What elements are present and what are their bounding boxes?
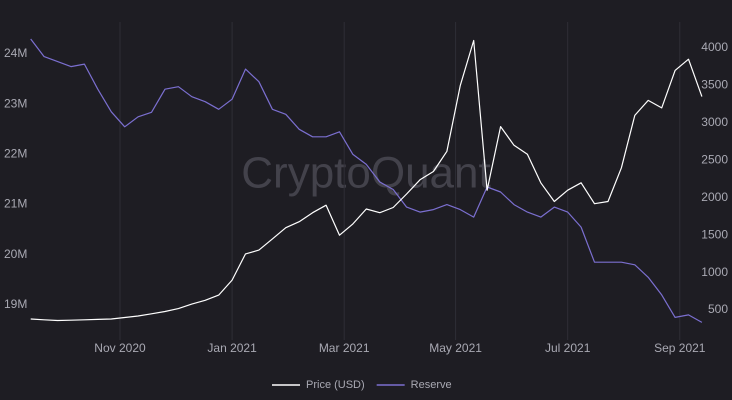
watermark: CryptoQuant <box>241 149 490 198</box>
y2-tick-label: 3000 <box>701 115 728 129</box>
y-tick-label: 24M <box>4 46 27 60</box>
y2-tick-label: 2500 <box>701 152 728 166</box>
line <box>30 38 703 323</box>
x-tick-label: Nov 2020 <box>94 341 146 355</box>
y2-tick-label: 500 <box>708 302 728 316</box>
line <box>30 39 703 322</box>
y-tick-label: 19M <box>4 297 27 311</box>
legend-label: Reserve <box>411 379 452 391</box>
x-tick-label: Mar 2021 <box>319 341 370 355</box>
x-tick-label: May 2021 <box>429 341 482 355</box>
x-tick-label: Jul 2021 <box>545 341 591 355</box>
x-tick-label: Jan 2021 <box>207 341 257 355</box>
y2-tick-label: 3500 <box>701 78 728 92</box>
y-tick-label: 22M <box>4 147 27 161</box>
y2-tick-label: 2000 <box>701 190 728 204</box>
y-tick-label: 20M <box>4 247 27 261</box>
legend-label: Price (USD) <box>306 379 365 391</box>
y2-tick-label: 1000 <box>701 265 728 279</box>
y2-tick-label: 4000 <box>701 40 728 54</box>
y2-tick-label: 1500 <box>701 227 728 241</box>
y-tick-label: 21M <box>4 197 27 211</box>
x-tick-label: Sep 2021 <box>654 341 706 355</box>
y-tick-label: 23M <box>4 96 27 110</box>
